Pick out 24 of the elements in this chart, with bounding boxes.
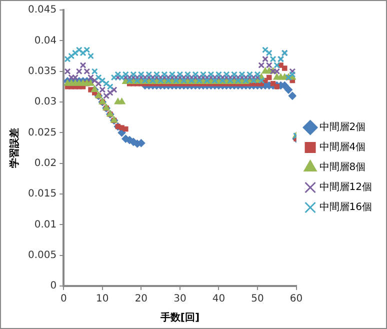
x-axis-title: 手数[回] (159, 312, 200, 324)
x-tick-label: 20 (134, 294, 148, 305)
x-tick-label: 10 (96, 294, 109, 305)
y-tick-label: 0.01 (34, 219, 57, 230)
y-tick-label: 0.02 (34, 158, 57, 169)
legend-label: 中間層16個 (319, 201, 372, 214)
y-tick-label: 0.03 (34, 96, 57, 108)
legend-label: 中間層4個 (319, 141, 366, 154)
y-axis-title: 学習誤差 (8, 128, 21, 168)
y-tick-label: 0 (50, 280, 57, 292)
y-tick-label: 0.04 (34, 35, 57, 46)
x-tick-label: 50 (251, 294, 264, 305)
y-tick-label: 0.015 (28, 188, 57, 200)
y-tick-label: 0.005 (28, 250, 57, 261)
y-tick-label: 0.045 (28, 4, 57, 16)
y-tick-label: 0.035 (28, 66, 57, 77)
y-tick-label: 0.025 (28, 127, 57, 138)
legend-label: 中間層2個 (319, 121, 366, 134)
legend-label: 中間層12個 (319, 181, 372, 194)
legend-label: 中間層8個 (319, 161, 366, 174)
x-tick-label: 0 (60, 294, 67, 305)
x-tick-label: 30 (174, 294, 186, 305)
x-tick-label: 60 (290, 294, 303, 305)
x-tick-label: 40 (212, 294, 226, 305)
